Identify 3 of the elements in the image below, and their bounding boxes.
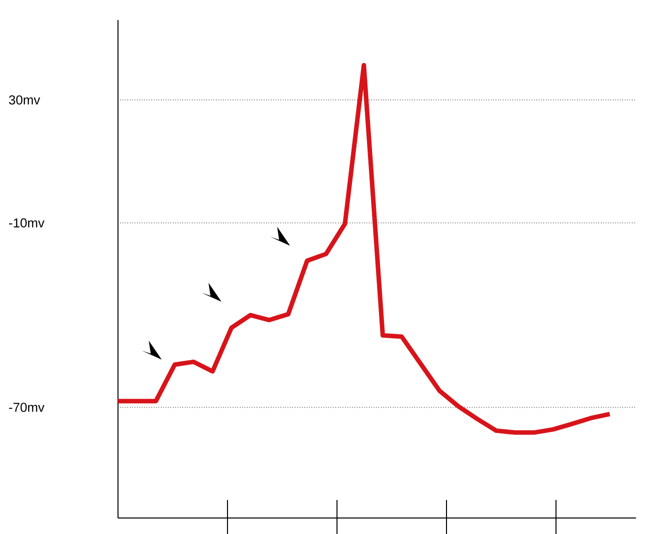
y-tick-label: -10mv (9, 218, 44, 228)
y-tick-label: -70mv (9, 402, 44, 412)
y-tick-label: 30mv (9, 95, 40, 105)
